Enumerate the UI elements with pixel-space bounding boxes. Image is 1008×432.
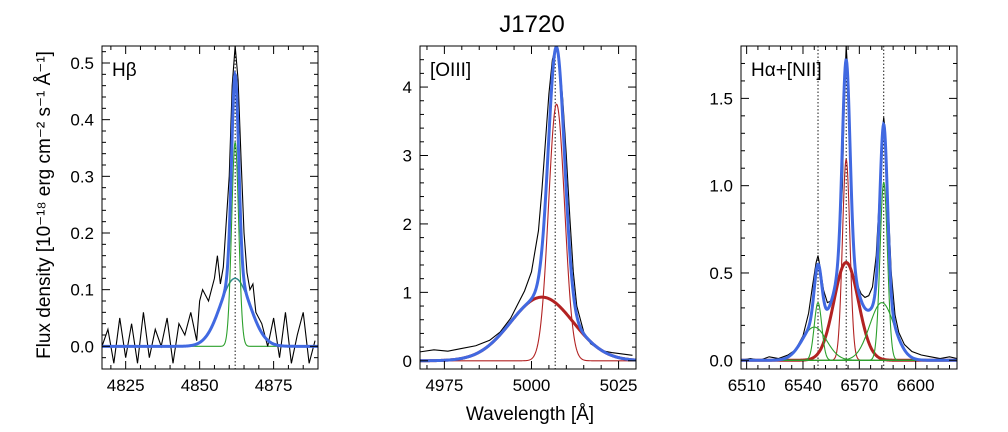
series-component-halpha-0 xyxy=(741,261,957,362)
series-component-halpha-1 xyxy=(741,159,957,361)
y-tick-label-oiii-1: 1 xyxy=(403,283,412,302)
x-tick-label-hbeta-1: 4850 xyxy=(181,376,219,395)
series-component-halpha-5 xyxy=(741,302,957,361)
series-total-model-hbeta xyxy=(102,69,318,348)
x-tick-label-hbeta-2: 4875 xyxy=(255,376,293,395)
y-tick-label-hbeta-4: 0.4 xyxy=(70,111,94,130)
series-observed-hbeta xyxy=(102,46,316,364)
y-tick-label-halpha-2: 1.0 xyxy=(709,177,733,196)
figure-title: J1720 xyxy=(499,11,564,38)
plot-area-oiii xyxy=(420,46,636,369)
x-tick-label-halpha-3: 6600 xyxy=(897,376,935,395)
panel-oiii: 4975 5000 5025 0 1 2 3 4 [OIII] xyxy=(403,45,638,395)
y-tick-label-halpha-1: 0.5 xyxy=(709,264,733,283)
series-component-oiii-1 xyxy=(420,103,636,362)
series-total-model-oiii xyxy=(420,46,636,363)
x-tick-label-halpha-0: 6510 xyxy=(728,376,766,395)
y-tick-label-hbeta-0: 0.0 xyxy=(70,337,94,356)
panel-label-halpha: Hα+[NII] xyxy=(751,60,822,81)
panel-label-hbeta: Hβ xyxy=(112,60,137,81)
x-tick-label-oiii-2: 5025 xyxy=(600,376,638,395)
y-tick-label-hbeta-1: 0.1 xyxy=(70,281,94,300)
x-tick-label-oiii-0: 4975 xyxy=(425,376,463,395)
plot-area-hbeta xyxy=(102,46,318,369)
y-tick-label-oiii-2: 2 xyxy=(403,215,412,234)
y-tick-label-oiii-3: 3 xyxy=(403,146,412,165)
panel-halpha-nii: 6510 6540 6570 6600 0.0 0.5 1.0 1.5 Hα+[NII] xyxy=(709,45,958,395)
y-axis-title: Flux density [10⁻¹⁸ erg cm⁻² s⁻¹ Å⁻¹] xyxy=(34,51,55,359)
x-axis-title: Wavelength [Å] xyxy=(466,404,594,425)
y-tick-label-oiii-4: 4 xyxy=(403,78,412,97)
series-total-model-halpha xyxy=(741,58,957,362)
x-tick-label-halpha-2: 6570 xyxy=(840,376,878,395)
y-tick-label-hbeta-5: 0.5 xyxy=(70,54,94,73)
panel-label-oiii: [OIII] xyxy=(430,60,471,81)
axes-frame-hbeta xyxy=(101,45,319,370)
y-tick-label-hbeta-2: 0.2 xyxy=(70,224,94,243)
y-tick-label-halpha-0: 0.0 xyxy=(709,351,733,370)
axes-frame-oiii xyxy=(419,45,637,370)
y-tick-label-oiii-0: 0 xyxy=(403,352,412,371)
x-tick-label-halpha-1: 6540 xyxy=(784,376,822,395)
series-component-halpha-2 xyxy=(741,302,957,361)
axes-frame-halpha xyxy=(740,45,958,370)
x-tick-label-oiii-1: 5000 xyxy=(513,376,551,395)
series-observed-oiii xyxy=(420,46,633,356)
y-tick-label-halpha-3: 1.5 xyxy=(709,89,733,108)
x-tick-label-hbeta-0: 4825 xyxy=(107,376,145,395)
panel-hbeta: 4825 4850 4875 0.0 0.1 0.2 0.3 0.4 0.5 Hβ xyxy=(70,45,319,395)
y-tick-label-hbeta-3: 0.3 xyxy=(70,167,94,186)
plot-area-halpha xyxy=(741,46,957,369)
